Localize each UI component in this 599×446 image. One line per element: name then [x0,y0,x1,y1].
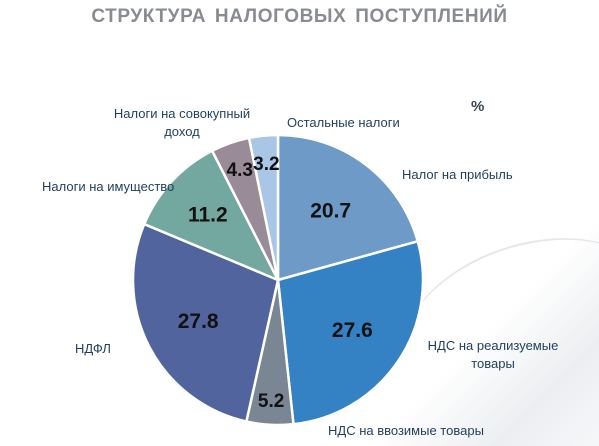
legend-label-aggregate-income-tax: Налоги на совокупный доход [113,106,251,139]
chart-title: СТРУКТУРА НАЛОГОВЫХ ПОСТУПЛЕНИЙ [91,6,508,27]
slice-value-label: 27.6 [332,319,373,342]
pie-slice [247,133,280,282]
legend-label-profit-tax: Налог на прибыль [402,167,513,182]
slice-value-label: 11.2 [188,203,228,226]
legend-label-other-taxes: Остальные налоги [287,115,400,130]
legend-label-property-taxes: Налоги на имущество [42,179,175,194]
pie-slice [131,222,280,423]
slice-value-label: 27.8 [178,310,219,333]
pie-slice [142,149,280,282]
pie-slice [276,240,425,426]
slice-value-label: 5.2 [258,391,284,412]
slice-value-label: 4.3 [227,160,253,181]
legend-label-personal-income-tax: НДФЛ [75,341,111,356]
unit-label: % [471,98,485,115]
slice-value-label: 20.7 [310,199,351,222]
legend-label-vat-import: НДС на ввозимые товары [328,423,484,438]
legend-label-vat-domestic: НДС на реализуемые товары [427,338,559,371]
pie-slice [276,133,419,282]
slice-value-label: 3.2 [253,154,279,175]
